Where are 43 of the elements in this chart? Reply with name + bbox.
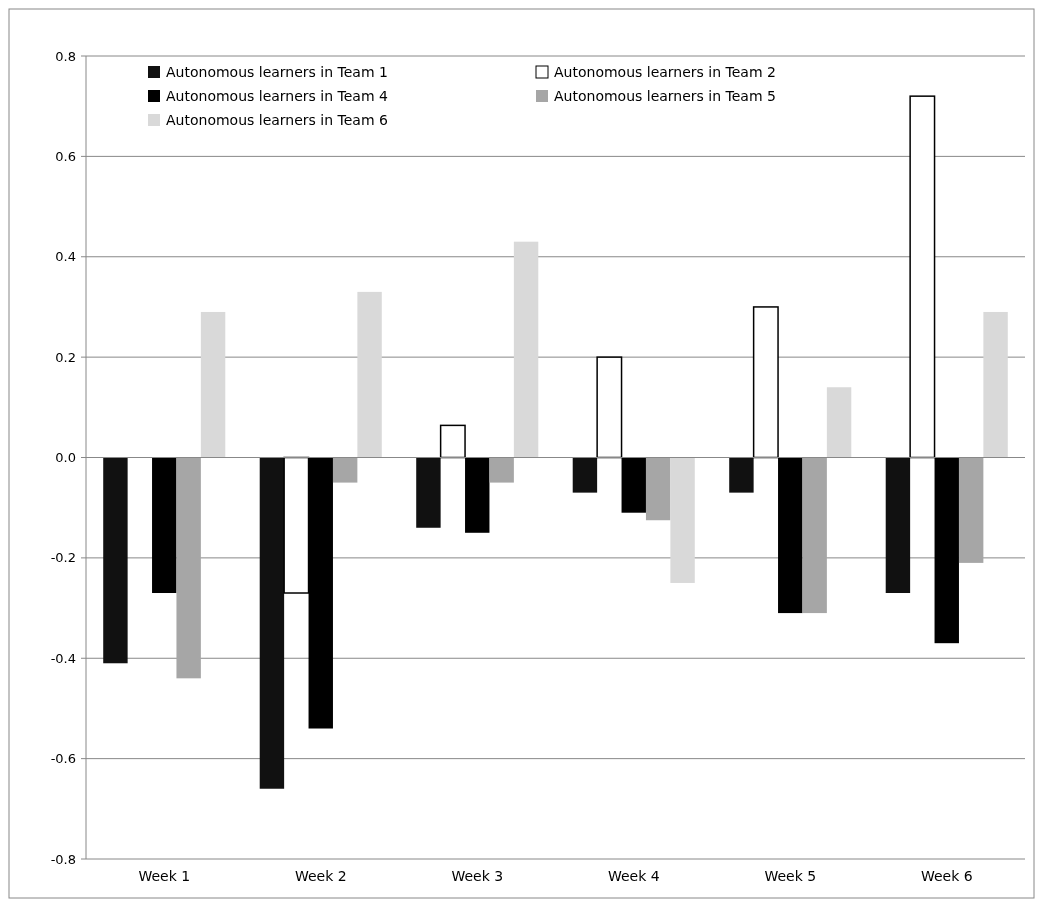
y-tick-label: 0.6 [55,148,76,164]
bar [802,457,827,614]
bar [645,457,671,521]
y-tick-label: 0.8 [55,48,76,64]
bar [513,241,539,458]
x-tick-label: Week 1 [138,868,191,884]
y-tick-label: -0.6 [50,751,76,767]
x-tick-label: Week 3 [451,868,504,884]
x-tick-label: Week 6 [920,868,973,884]
bar [670,457,695,583]
y-tick-label: 0.4 [55,249,76,265]
bar [357,291,382,458]
bar [200,311,226,458]
bar [983,311,1008,458]
bar [729,457,754,493]
bar [416,457,441,528]
legend-label: Autonomous learners in Team 1 [166,63,388,80]
y-tick-label: 0.0 [55,450,76,466]
y-tick-label: 0.2 [55,349,76,365]
bar [934,457,959,644]
y-tick-label: -0.2 [50,550,76,566]
legend-label: Autonomous learners in Team 5 [554,87,776,104]
y-tick-label: -0.8 [50,851,76,867]
bar [596,356,623,459]
bar [176,457,201,679]
legend-label: Autonomous learners in Team 6 [166,111,389,128]
bar [885,457,911,594]
x-tick-label: Week 4 [607,868,660,884]
bar [489,457,514,483]
bar [909,95,936,459]
bar [621,457,646,513]
x-tick-label: Week 5 [764,868,817,884]
bar [103,457,128,664]
x-tick-label: Week 2 [294,868,347,884]
legend-label: Autonomous learners in Team 4 [166,87,389,104]
bar [572,457,598,493]
bar [332,457,358,483]
y-tick-label: -0.4 [50,650,76,666]
bar [826,387,852,458]
bar [259,457,285,789]
legend-label: Autonomous learners in Team 2 [554,63,776,80]
bar [958,457,984,563]
bar [152,457,177,594]
